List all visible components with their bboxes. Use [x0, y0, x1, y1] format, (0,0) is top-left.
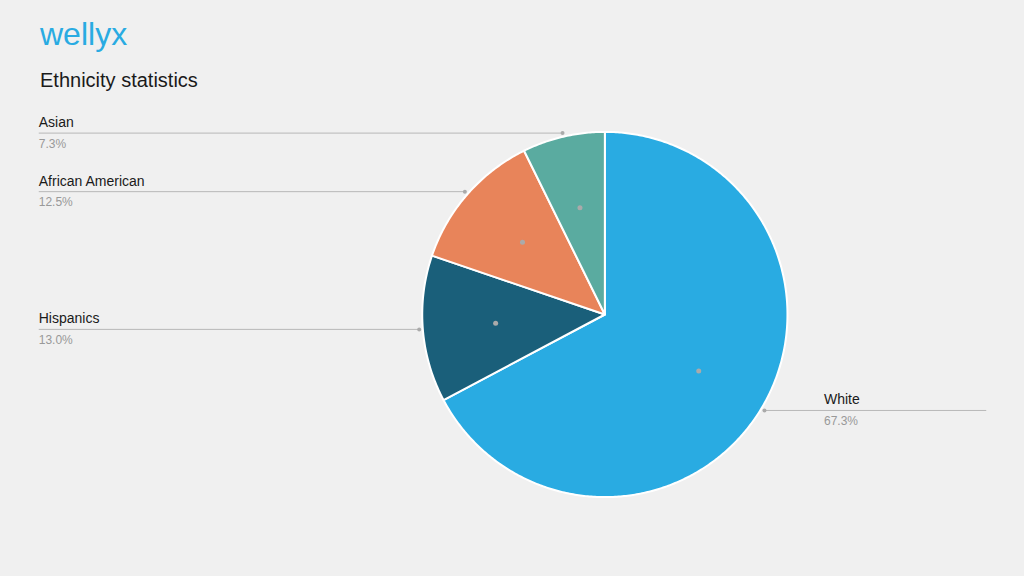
svg-text:13.0%: 13.0%	[39, 333, 73, 347]
html-text:wellyx: wellyx	[40, 16, 128, 52]
svg-text:67.3%: 67.3%	[824, 414, 858, 428]
html-text:Ethnicity statistics: Ethnicity statistics	[40, 69, 198, 91]
svg-text:12.5%: 12.5%	[39, 195, 73, 209]
svg-text:Hispanics: Hispanics	[39, 310, 100, 326]
svg-text:White: White	[824, 391, 860, 407]
svg-text:Asian: Asian	[39, 114, 74, 130]
svg-text:7.3%: 7.3%	[39, 137, 67, 151]
svg-text:African American: African American	[39, 173, 145, 189]
